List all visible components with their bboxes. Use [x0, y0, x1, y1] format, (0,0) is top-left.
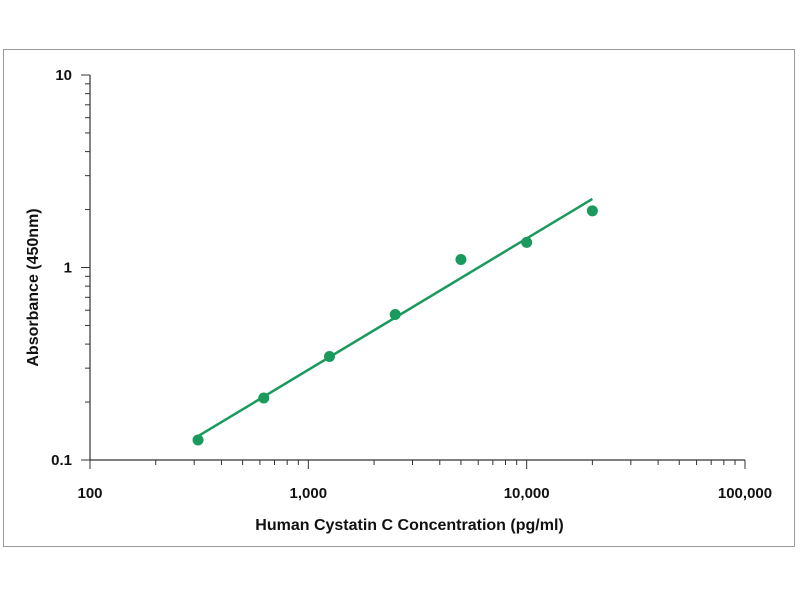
data-point — [192, 434, 204, 446]
data-point — [323, 350, 335, 362]
x-tick-label: 100 — [77, 485, 102, 502]
y-tick-label: 0.1 — [51, 452, 72, 469]
x-axis-title: Human Cystatin C Concentration (pg/ml) — [255, 517, 563, 534]
data-point — [258, 392, 270, 404]
data-points — [192, 205, 598, 446]
axes — [81, 74, 746, 469]
x-tick-label: 100,000 — [718, 485, 772, 502]
data-point — [521, 236, 533, 248]
x-tick-label: 10,000 — [504, 485, 550, 502]
data-point — [586, 205, 598, 217]
chart-frame — [3, 49, 795, 547]
y-tick-label: 10 — [55, 67, 72, 84]
data-point — [455, 254, 467, 266]
y-axis-title: Absorbance (450nm) — [25, 208, 42, 366]
tick-labels: 100 1,000 10,000 100,000 0.1 1 10 — [51, 67, 772, 502]
x-tick-label: 1,000 — [290, 485, 328, 502]
data-point — [389, 308, 401, 320]
y-tick-label: 1 — [64, 260, 72, 277]
